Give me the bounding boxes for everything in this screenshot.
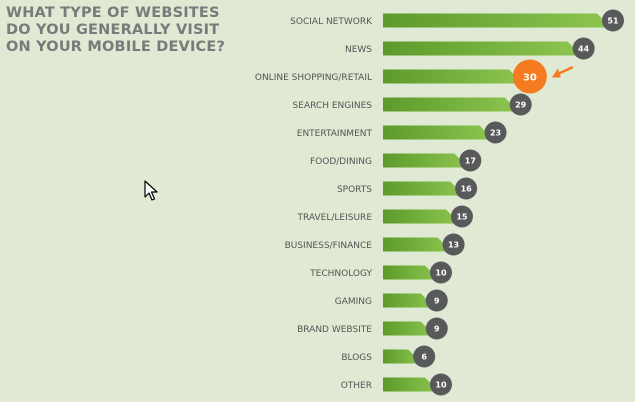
category-label: SPORTS xyxy=(337,185,372,195)
data-label: 44 xyxy=(578,45,590,54)
data-label: 23 xyxy=(490,129,501,138)
bar xyxy=(383,377,439,392)
value-badge xyxy=(459,149,482,172)
data-label: 29 xyxy=(515,101,527,110)
category-label: SOCIAL NETWORK xyxy=(290,17,373,27)
category-label: BRAND WEBSITE xyxy=(297,325,372,335)
category-label: TRAVEL/LEISURE xyxy=(297,213,373,223)
data-label: 51 xyxy=(607,17,619,26)
value-badge xyxy=(572,37,595,60)
data-label: 10 xyxy=(435,381,447,390)
category-label: OTHER xyxy=(341,381,372,391)
category-label: TECHNOLOGY xyxy=(309,269,372,279)
category-label: SEARCH ENGINES xyxy=(293,101,373,111)
value-badge xyxy=(425,289,448,312)
chart-title: WHAT TYPE OF WEBSITES DO YOU GENERALLY V… xyxy=(6,5,226,55)
mouse-pointer-icon xyxy=(144,180,158,201)
data-label: 17 xyxy=(465,157,476,166)
bar xyxy=(383,13,611,28)
value-badge xyxy=(413,345,436,368)
data-label: 9 xyxy=(434,297,440,306)
data-label: 10 xyxy=(435,269,447,278)
value-badge xyxy=(442,233,465,256)
bar xyxy=(383,41,582,56)
value-badge xyxy=(450,205,473,228)
bar xyxy=(383,265,439,280)
data-label: 16 xyxy=(461,185,473,194)
category-label: ENTERTAINMENT xyxy=(297,129,373,139)
value-badge xyxy=(602,9,624,32)
bar xyxy=(383,69,523,84)
bar xyxy=(383,181,465,196)
data-label: 15 xyxy=(456,213,468,222)
value-badge xyxy=(429,373,452,396)
bar xyxy=(383,97,519,112)
category-label: NEWS xyxy=(345,45,372,55)
bar xyxy=(383,153,469,168)
category-label: ONLINE SHOPPING/RETAIL xyxy=(255,73,372,83)
category-label: BUSINESS/FINANCE xyxy=(285,241,373,251)
value-badge xyxy=(425,317,448,340)
bar xyxy=(383,293,435,308)
data-label: 9 xyxy=(434,325,440,334)
value-badge xyxy=(484,121,507,144)
value-badge xyxy=(429,261,452,284)
highlight-value-badge xyxy=(512,59,547,94)
value-badge xyxy=(455,177,478,200)
data-label: 30 xyxy=(523,73,537,84)
value-badge xyxy=(509,93,532,116)
bar xyxy=(383,209,460,224)
bar xyxy=(383,349,423,364)
category-label: GAMING xyxy=(335,297,372,307)
bar xyxy=(383,321,435,336)
category-label: FOOD/DINING xyxy=(310,157,372,167)
data-label: 6 xyxy=(421,353,427,362)
data-label: 13 xyxy=(448,241,459,250)
bar xyxy=(383,125,494,140)
category-label: BLOGS xyxy=(341,353,372,363)
bar xyxy=(383,237,452,252)
highlight-arrow-head xyxy=(551,68,561,78)
